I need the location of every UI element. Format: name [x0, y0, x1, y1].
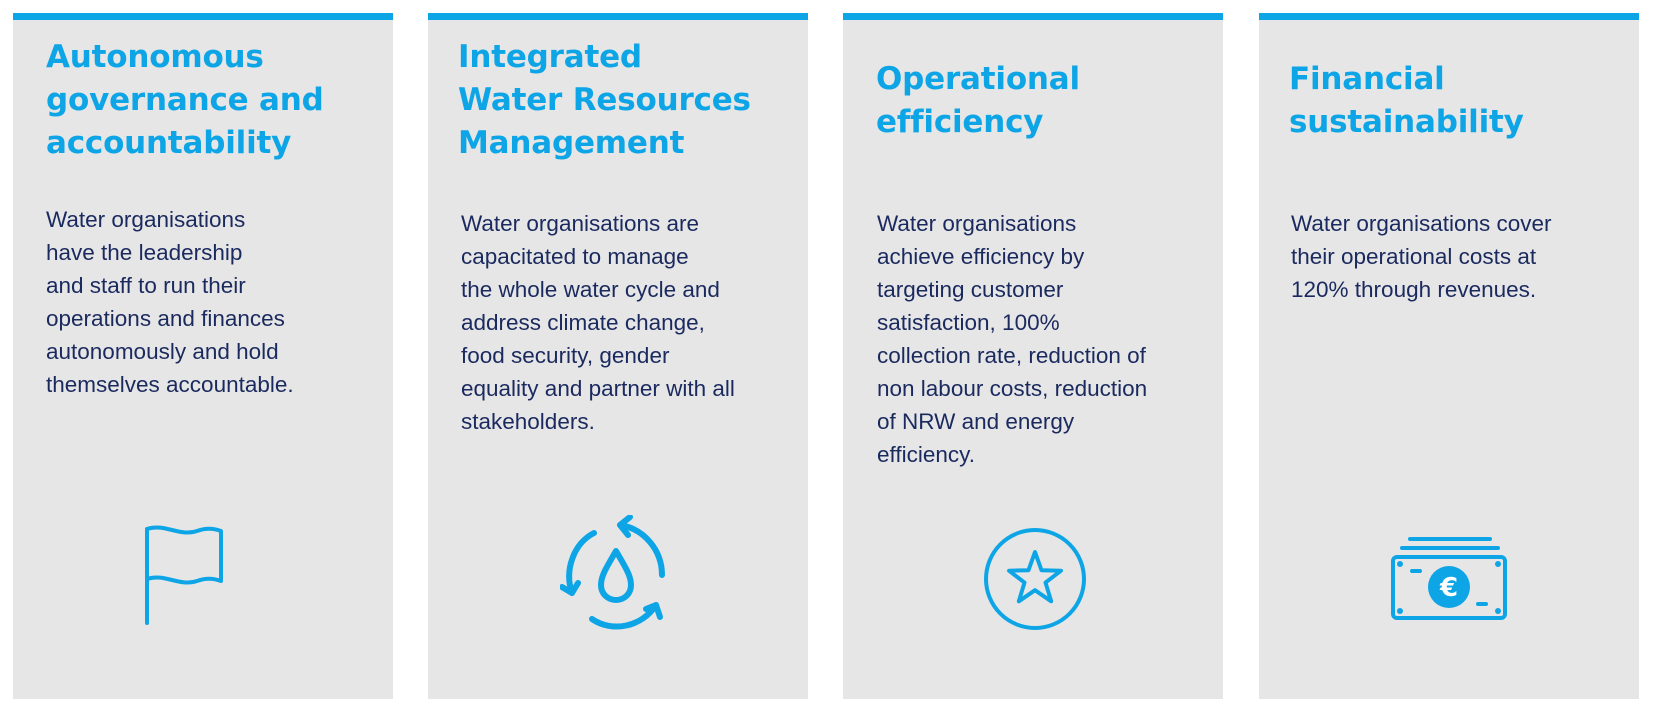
card-description: Water organisations are capacitated to m… [461, 211, 735, 434]
svg-text:€: € [1439, 573, 1458, 603]
card-integrated-water-resources: Integrated Water Resources Management Wa… [428, 13, 808, 699]
card-title: Integrated Water Resources Management [458, 39, 751, 161]
card-accent-bar [13, 13, 393, 20]
water-cycle-icon [560, 515, 672, 635]
star-icon [983, 527, 1087, 631]
card-financial-sustainability: Financial sustainability Water organisat… [1259, 13, 1639, 699]
card-title: Financial sustainability [1289, 61, 1524, 140]
euro-banknote-icon: € [1390, 535, 1508, 621]
card-accent-bar [428, 13, 808, 20]
card-description: Water organisations have the leadership … [46, 207, 294, 397]
card-description: Water organisations achieve efficiency b… [877, 211, 1148, 467]
card-description: Water organisations cover their operatio… [1291, 211, 1552, 302]
card-accent-bar [1259, 13, 1639, 20]
card-operational-efficiency: Operational efficiency Water organisatio… [843, 13, 1223, 699]
flag-icon [143, 525, 233, 625]
card-title: Operational efficiency [876, 61, 1080, 140]
card-accent-bar [843, 13, 1223, 20]
card-title: Autonomous governance and accountability [46, 39, 324, 161]
card-autonomous-governance: Autonomous governance and accountability… [13, 13, 393, 699]
